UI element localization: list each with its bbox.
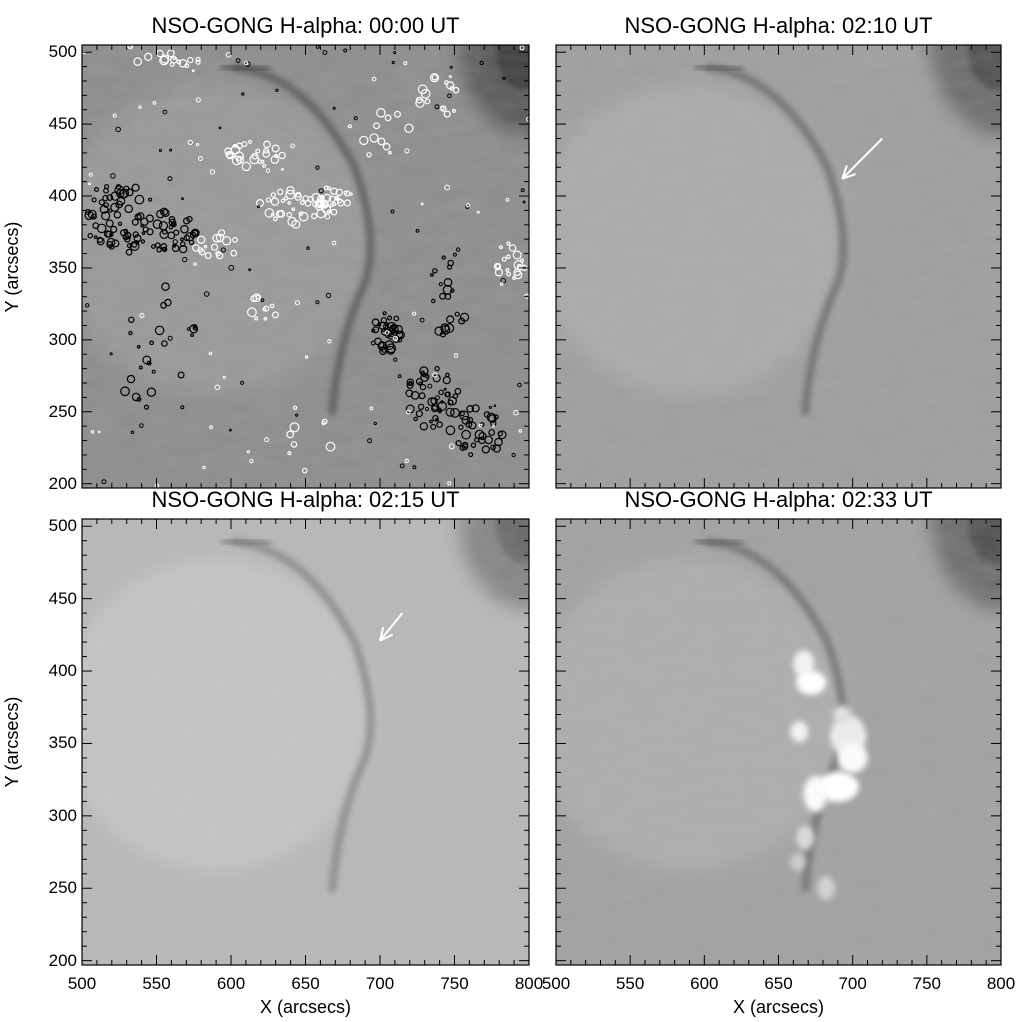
y-tick-label: 500	[48, 42, 77, 62]
x-tick-label: 550	[615, 974, 645, 993]
x-axis-title: X (arcsecs)	[259, 997, 351, 1017]
x-tick-label: 550	[142, 974, 171, 993]
panel-title: NSO-GONG H-alpha: 02:15 UT	[151, 487, 460, 512]
x-axis-title: X (arcsecs)	[732, 997, 824, 1017]
halpha-image	[556, 45, 1001, 488]
y-tick-label: 200	[48, 950, 77, 970]
y-axis-title: Y (arcsecs)	[2, 221, 22, 312]
arrow-marker	[841, 137, 884, 180]
y-axis-title: Y (arcsecs)	[2, 696, 22, 788]
axis-ticks	[555, 519, 1002, 965]
y-tick-label: 400	[48, 186, 77, 206]
x-tick-label: 500	[67, 974, 97, 993]
x-tick-label: 650	[291, 974, 320, 993]
panel-2	[555, 44, 1002, 489]
halpha-image	[82, 45, 529, 488]
x-tick-label: 600	[216, 974, 246, 993]
y-tick-label: 200	[48, 473, 77, 493]
y-tick-label: 500	[48, 516, 77, 536]
x-tick-label: 800	[514, 974, 544, 993]
axis-ticks	[81, 45, 530, 488]
y-tick-label: 250	[48, 878, 77, 898]
magnetogram-contours	[82, 45, 529, 488]
arrow-marker	[379, 612, 404, 642]
y-tick-label: 250	[48, 401, 77, 421]
halpha-image	[556, 519, 1001, 965]
panel-4	[555, 518, 1002, 966]
flare-ribbon	[790, 650, 868, 901]
panel-title: NSO-GONG H-alpha: 02:10 UT	[624, 13, 933, 38]
halpha-image	[82, 519, 529, 965]
panel-title: NSO-GONG H-alpha: 02:33 UT	[624, 487, 933, 512]
x-tick-label: 800	[986, 974, 1016, 993]
x-tick-label: 500	[541, 974, 571, 993]
y-tick-label: 300	[48, 805, 77, 825]
x-tick-label: 750	[912, 974, 942, 993]
y-tick-label: 350	[48, 257, 77, 277]
y-tick-label: 300	[48, 329, 77, 349]
filament	[704, 64, 848, 416]
x-tick-label: 700	[838, 974, 867, 993]
panel-1	[81, 44, 530, 489]
panel-title: NSO-GONG H-alpha: 00:00 UT	[151, 13, 460, 38]
filament	[231, 538, 375, 893]
panel-3	[81, 518, 530, 966]
y-tick-label: 450	[48, 114, 77, 134]
x-tick-label: 700	[365, 974, 395, 993]
y-tick-label: 400	[48, 661, 77, 681]
axis-ticks	[81, 519, 530, 965]
filament	[704, 538, 848, 893]
axis-ticks	[555, 45, 1002, 488]
filament	[231, 64, 375, 416]
y-tick-label: 350	[48, 733, 77, 753]
y-tick-label: 450	[48, 588, 77, 608]
x-tick-label: 650	[764, 974, 793, 993]
x-tick-label: 750	[440, 974, 469, 993]
x-tick-label: 600	[690, 974, 719, 993]
